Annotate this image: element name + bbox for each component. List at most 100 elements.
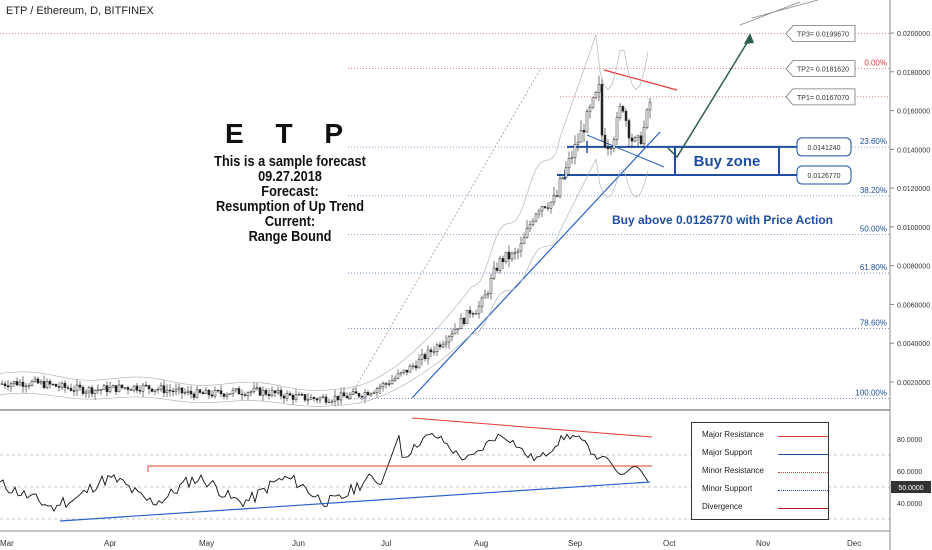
- major-resistance-trendline: [603, 69, 678, 91]
- candle-body: [126, 387, 130, 390]
- price-tick-label: 0.0180000: [897, 70, 930, 77]
- time-tick-label: Dec: [847, 539, 861, 548]
- candle-body: [471, 313, 475, 315]
- candle-body: [636, 135, 640, 139]
- candle-body: [549, 201, 553, 209]
- candle-body: [390, 380, 394, 385]
- candle-body: [360, 396, 364, 398]
- candle-body: [63, 382, 67, 388]
- candle-body: [336, 395, 340, 401]
- candle-body: [507, 251, 511, 260]
- time-tick-label: Mar: [0, 539, 14, 548]
- candle-body: [288, 393, 292, 396]
- candle-body: [540, 206, 544, 212]
- candle-body: [423, 354, 427, 360]
- candle-body: [69, 388, 73, 391]
- legend-item-minor-resistance: Minor Resistance: [702, 466, 828, 478]
- fib-level-label: 0.00%: [864, 59, 887, 68]
- candle-body: [213, 389, 217, 397]
- tp2-label: TP2= 0.0181620: [797, 67, 849, 74]
- buy-zone-label: Buy zone: [694, 153, 761, 170]
- candle-body: [240, 393, 244, 396]
- candle-body: [210, 394, 214, 397]
- candle-body: [309, 397, 313, 400]
- candle-body: [552, 195, 556, 203]
- candle-body: [588, 106, 592, 112]
- candle-body: [141, 384, 145, 392]
- candle-body: [330, 400, 334, 403]
- candle-body: [579, 130, 583, 143]
- candle-body: [495, 267, 499, 271]
- candle-body: [504, 251, 508, 262]
- candle-body: [156, 388, 160, 391]
- candle-body: [312, 397, 316, 399]
- candle-body: [438, 344, 442, 348]
- candle-body: [435, 344, 439, 352]
- candle-body: [60, 382, 64, 388]
- legend-item-major-resistance: Major Resistance: [702, 430, 828, 442]
- buy-zone-lines: Buy zone Buy above 0.0126770 with Price A…: [557, 140, 833, 227]
- candle-body: [534, 213, 538, 222]
- candle-body: [129, 389, 133, 391]
- candle-body: [0, 383, 4, 385]
- candle-body: [42, 381, 46, 389]
- major-support-trendline: [411, 131, 661, 399]
- candle-body: [207, 389, 211, 396]
- level-lower-label: 0.0126770: [807, 173, 840, 180]
- candle-body: [609, 147, 613, 150]
- candle-body: [15, 381, 19, 386]
- candle-body: [462, 317, 466, 324]
- candle-body: [174, 388, 178, 393]
- candle-body: [399, 372, 403, 375]
- candle-body: [393, 377, 397, 381]
- rsi-divergence-line: [411, 417, 653, 438]
- candle-body: [246, 392, 250, 396]
- candle-body: [270, 390, 274, 396]
- candle-body: [162, 385, 166, 394]
- candle-body: [30, 381, 34, 386]
- candle-body: [57, 386, 61, 388]
- rsi-tick-label: 80.0000: [897, 437, 922, 444]
- candle-body: [237, 388, 241, 395]
- candle-body: [324, 396, 328, 403]
- tp1-box: [785, 88, 856, 106]
- candle-body: [321, 396, 325, 399]
- legend-label: Minor Resistance: [702, 466, 764, 475]
- candle-body: [396, 373, 400, 379]
- candle-body: [24, 385, 28, 387]
- candle-body: [624, 110, 628, 121]
- candle-body: [90, 387, 94, 395]
- candle-body: [537, 210, 541, 215]
- candle-body: [81, 386, 85, 394]
- candle-body: [36, 378, 40, 384]
- candle-body: [150, 388, 154, 392]
- candle-body: [168, 389, 172, 392]
- candle-body: [492, 267, 496, 279]
- candle-body: [261, 389, 265, 396]
- candle-body: [498, 258, 502, 271]
- candle-body: [381, 383, 385, 388]
- trend-lines: [347, 69, 678, 401]
- candle-body: [327, 401, 331, 404]
- annotations: 0.0141240 0.0126770 TP1= 0.0167070 TP2= 0.0…: [667, 0, 856, 185]
- fib-level-label: 38.20%: [860, 186, 887, 195]
- candle-body: [444, 341, 448, 345]
- candle-body: [339, 392, 343, 401]
- candle-body: [285, 393, 289, 399]
- candle-body: [3, 383, 7, 386]
- forecast-line-2: 09.27.2018: [258, 168, 322, 185]
- rsi-value-badge: [891, 481, 931, 493]
- candle-body: [648, 101, 652, 111]
- candle-body: [201, 392, 205, 395]
- candle-body: [474, 313, 478, 315]
- candle-body: [546, 207, 550, 209]
- candle-body: [384, 383, 388, 385]
- candle-body: [48, 381, 52, 385]
- candle-body: [279, 389, 283, 397]
- fib-level-label: 23.60%: [860, 137, 887, 146]
- candle-body: [342, 392, 346, 397]
- candle-body: [429, 349, 433, 353]
- candle-body: [645, 109, 649, 128]
- candle-body: [258, 387, 262, 396]
- price-tick-label: 0.0200000: [897, 31, 930, 38]
